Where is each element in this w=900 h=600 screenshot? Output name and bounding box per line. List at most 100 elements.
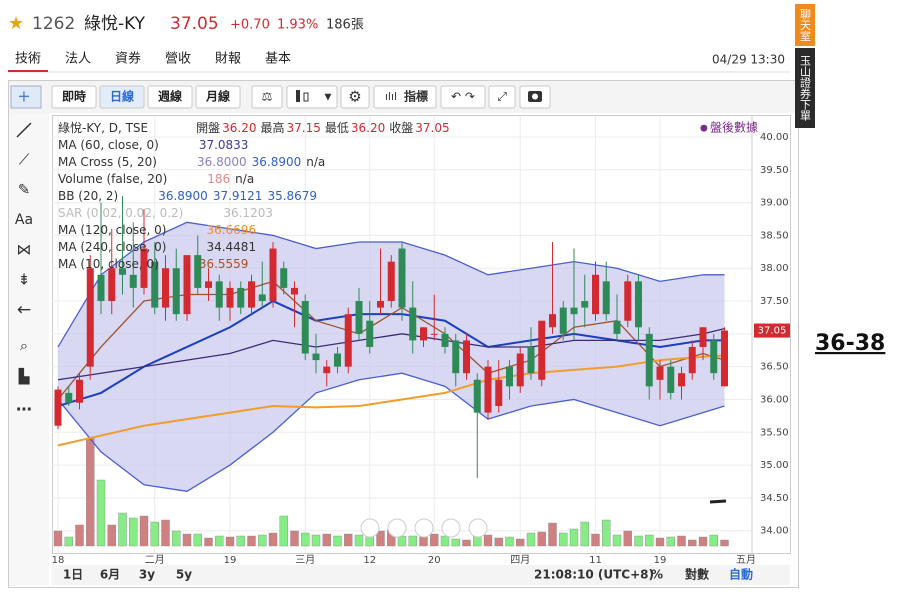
- candle-body: [570, 307, 578, 315]
- indicator-legend: MA (60, close, 0) 37.0833: [58, 138, 248, 152]
- order-tab[interactable]: [795, 48, 815, 128]
- tab[interactable]: 法人: [65, 52, 91, 67]
- after-hours-dot: ●: [700, 124, 708, 134]
- trendline-tool[interactable]: [16, 122, 32, 138]
- scale-option[interactable]: 對數: [685, 567, 709, 582]
- zoom-out[interactable]: [387, 518, 407, 538]
- scroll-left[interactable]: [360, 518, 380, 538]
- reset[interactable]: [414, 518, 434, 538]
- brush-tool[interactable]: ✎: [18, 181, 31, 199]
- period-label: 月線: [205, 89, 230, 104]
- range-button[interactable]: 5y: [176, 568, 192, 582]
- indicator-label: BB (20, 2): [58, 189, 118, 203]
- fullscreen-button[interactable]: [488, 85, 516, 109]
- indicator-value: 35.8679: [267, 189, 317, 203]
- candle-body: [248, 281, 255, 308]
- crosshair-tool[interactable]: [10, 85, 42, 109]
- zoom-in[interactable]: [441, 518, 461, 538]
- tab[interactable]: 財報: [215, 52, 241, 67]
- range-button[interactable]: 1日: [63, 568, 83, 582]
- candle-body: [129, 274, 137, 288]
- candle-body: [549, 314, 556, 328]
- tab[interactable]: 營收: [165, 52, 191, 67]
- candle-body: [258, 294, 266, 302]
- tab[interactable]: 基本: [265, 52, 291, 67]
- indicator-value: 36.8000: [197, 155, 247, 169]
- scale-option[interactable]: %: [651, 568, 663, 582]
- fib-tool[interactable]: ⟋: [19, 151, 30, 169]
- range-button[interactable]: 3y: [139, 568, 155, 582]
- ruler-tool[interactable]: ▙: [18, 367, 30, 385]
- volume-bar: [86, 437, 95, 547]
- volume-bar: [129, 517, 138, 547]
- scroll-right[interactable]: [468, 518, 488, 538]
- indicator-label: MA (240, close, 0): [58, 240, 166, 254]
- indicator-button[interactable]: [373, 85, 437, 109]
- candle-body: [441, 333, 449, 347]
- candle-body: [334, 353, 341, 367]
- volume-bar: [645, 534, 654, 547]
- x-tick-label: 四月: [510, 554, 530, 566]
- candle-body: [452, 340, 460, 374]
- scale-option[interactable]: 自動: [729, 567, 753, 582]
- indicator-legend: Volume (false, 20) 186 n/a: [58, 172, 254, 186]
- volume-bar: [494, 537, 503, 547]
- annotation: 36-38: [815, 331, 885, 356]
- volume-bar: [258, 534, 267, 547]
- y-tick-label: 35.00: [760, 460, 789, 471]
- period-button[interactable]: [195, 85, 241, 109]
- range-button[interactable]: 6月: [100, 568, 120, 582]
- indicator-legend: MA (120, close, 0) 36.6696: [58, 223, 256, 237]
- period-button[interactable]: [147, 85, 193, 109]
- tab[interactable]: 技術: [15, 52, 41, 67]
- period-button[interactable]: [51, 85, 97, 109]
- settings-icon: ⚙: [348, 88, 361, 106]
- candle-body: [602, 281, 610, 315]
- candle-body: [484, 366, 492, 413]
- candle-body: [301, 301, 309, 354]
- indicator-value: 36.6696: [206, 223, 256, 237]
- volume-bar: [247, 535, 256, 547]
- volume-bar: [537, 531, 546, 547]
- volume-bar: [333, 535, 342, 547]
- candle-body: [613, 320, 621, 334]
- measure-tool[interactable]: ⇟: [18, 271, 31, 289]
- candle-body: [269, 248, 277, 302]
- undo-redo[interactable]: [440, 85, 486, 109]
- zoom-tool[interactable]: ⌕: [20, 337, 28, 355]
- candle-body: [688, 346, 696, 374]
- text-tool[interactable]: Aa: [15, 212, 33, 228]
- scale-icon: ⚖: [262, 90, 273, 104]
- ohlc-label: 最低: [325, 121, 349, 135]
- period-label: 日線: [110, 89, 134, 104]
- volume-bar: [569, 528, 579, 547]
- arrow-tool[interactable]: ←: [17, 300, 31, 320]
- candle-body: [280, 268, 288, 288]
- indicator-value: 36.5559: [199, 257, 249, 271]
- ohlc-value: 37.05: [415, 121, 449, 135]
- volume-bar: [397, 535, 407, 547]
- x-tick-label: 五月: [736, 554, 756, 566]
- indicator-label: Volume (false, 20): [58, 172, 167, 186]
- chat-tab[interactable]: [795, 4, 815, 46]
- candle-body: [495, 379, 503, 407]
- fullscreen-icon: ⤢: [496, 90, 507, 104]
- more-tools[interactable]: ⋯: [16, 400, 32, 419]
- settings-button[interactable]: [340, 85, 370, 109]
- candle-body: [151, 261, 159, 308]
- star-icon[interactable]: ★: [8, 13, 24, 34]
- candle-body: [162, 268, 169, 308]
- candle-body: [323, 366, 331, 374]
- change: +0.70: [230, 18, 270, 33]
- volume-bar: [64, 536, 73, 547]
- candle-body: [667, 366, 675, 393]
- after-hours[interactable]: 盤後數據: [710, 121, 758, 135]
- scale-button[interactable]: [251, 85, 283, 109]
- pattern-tool[interactable]: ⋈: [17, 241, 32, 259]
- ohlc-label: 開盤: [196, 121, 220, 135]
- tab[interactable]: 資券: [115, 51, 141, 67]
- y-tick-label: 39.50: [760, 165, 789, 176]
- candle-body: [678, 373, 685, 387]
- indicator-line: [57, 327, 725, 381]
- period-button[interactable]: [99, 85, 145, 109]
